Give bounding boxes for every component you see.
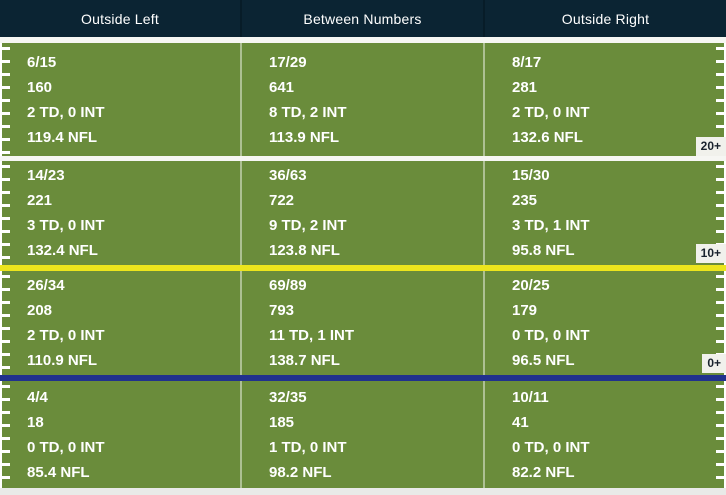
field-zone-0-plus: 26/34 208 2 TD, 0 INT 110.9 NFL 69/89 79… [0, 271, 726, 375]
td-int-stat: 0 TD, 0 INT [27, 438, 105, 456]
td-int-stat: 0 TD, 0 INT [512, 438, 590, 456]
rating-stat: 96.5 NFL [512, 352, 575, 369]
rating-stat: 132.4 NFL [27, 242, 98, 259]
yards-stat: 208 [27, 302, 53, 319]
yardline-badge-0-plus: 0+ [702, 354, 726, 373]
line-of-scrimmage [0, 375, 726, 381]
td-int-stat: 2 TD, 0 INT [27, 327, 105, 344]
zone-cell-between-numbers: 32/35 185 1 TD, 0 INT 98.2 NFL [240, 381, 483, 488]
rating-stat: 119.4 NFL [27, 128, 98, 146]
yards-stat: 235 [512, 192, 538, 209]
comp-att-stat: 17/29 [269, 53, 307, 71]
yards-stat: 179 [512, 302, 538, 319]
column-header-bar: Outside Left Between Numbers Outside Rig… [0, 0, 726, 37]
zone-row: 4/4 18 0 TD, 0 INT 85.4 NFL 32/35 185 1 … [0, 381, 726, 488]
rating-stat: 82.2 NFL [512, 463, 575, 481]
td-int-stat: 2 TD, 0 INT [27, 103, 105, 121]
yards-stat: 41 [512, 413, 529, 431]
td-int-stat: 3 TD, 0 INT [27, 217, 105, 234]
zone-row: 6/15 160 2 TD, 0 INT 119.4 NFL 17/29 641… [0, 43, 726, 156]
zone-cell-outside-left: 4/4 18 0 TD, 0 INT 85.4 NFL [0, 381, 240, 488]
yardline-badge-10-plus: 10+ [695, 244, 726, 263]
zone-cell-outside-left: 26/34 208 2 TD, 0 INT 110.9 NFL [0, 271, 240, 375]
td-int-stat: 8 TD, 2 INT [269, 103, 347, 121]
td-int-stat: 1 TD, 0 INT [269, 438, 347, 456]
rating-stat: 85.4 NFL [27, 463, 90, 481]
field-zone-behind-los: 4/4 18 0 TD, 0 INT 85.4 NFL 32/35 185 1 … [0, 381, 726, 488]
comp-att-stat: 32/35 [269, 388, 307, 406]
td-int-stat: 2 TD, 0 INT [512, 103, 590, 121]
column-header-outside-left: Outside Left [81, 10, 159, 27]
comp-att-stat: 69/89 [269, 277, 307, 294]
rating-stat: 113.9 NFL [269, 128, 340, 146]
comp-att-stat: 8/17 [512, 53, 542, 71]
zone-cell-outside-left: 6/15 160 2 TD, 0 INT 119.4 NFL [0, 43, 240, 156]
header-field-divider [0, 37, 726, 43]
yards-stat: 281 [512, 78, 538, 96]
zone-cell-between-numbers: 17/29 641 8 TD, 2 INT 113.9 NFL [240, 43, 483, 156]
rating-stat: 132.6 NFL [512, 128, 583, 146]
zone-cell-outside-left: 14/23 221 3 TD, 0 INT 132.4 NFL [0, 161, 240, 265]
zone-cell-outside-right: 15/30 235 3 TD, 1 INT 95.8 NFL [483, 161, 726, 265]
td-int-stat: 9 TD, 2 INT [269, 217, 347, 234]
zone-cell-between-numbers: 36/63 722 9 TD, 2 INT 123.8 NFL [240, 161, 483, 265]
zone-cell-outside-right: 10/11 41 0 TD, 0 INT 82.2 NFL [483, 381, 726, 488]
zone-cell-between-numbers: 69/89 793 11 TD, 1 INT 138.7 NFL [240, 271, 483, 375]
td-int-stat: 11 TD, 1 INT [269, 327, 355, 344]
yards-stat: 641 [269, 78, 295, 96]
comp-att-stat: 14/23 [27, 167, 65, 184]
comp-att-stat: 6/15 [27, 53, 57, 71]
comp-att-stat: 4/4 [27, 388, 48, 406]
yards-stat: 722 [269, 192, 295, 209]
field-zone-10-plus: 14/23 221 3 TD, 0 INT 132.4 NFL 36/63 72… [0, 161, 726, 265]
field-zone-20-plus: 6/15 160 2 TD, 0 INT 119.4 NFL 17/29 641… [0, 43, 726, 156]
zone-row: 26/34 208 2 TD, 0 INT 110.9 NFL 69/89 79… [0, 271, 726, 375]
zone-cell-outside-right: 20/25 179 0 TD, 0 INT 96.5 NFL [483, 271, 726, 375]
bottom-strip [0, 488, 726, 495]
rating-stat: 123.8 NFL [269, 242, 340, 259]
column-header-between-numbers: Between Numbers [240, 0, 483, 37]
comp-att-stat: 36/63 [269, 167, 307, 184]
yards-stat: 18 [27, 413, 44, 431]
comp-att-stat: 26/34 [27, 277, 65, 294]
rating-stat: 110.9 NFL [27, 352, 98, 369]
zone-row: 14/23 221 3 TD, 0 INT 132.4 NFL 36/63 72… [0, 161, 726, 265]
zone-cell-outside-right: 8/17 281 2 TD, 0 INT 132.6 NFL [483, 43, 726, 156]
td-int-stat: 3 TD, 1 INT [512, 217, 590, 234]
comp-att-stat: 20/25 [512, 277, 550, 294]
yards-stat: 160 [27, 78, 53, 96]
yards-stat: 221 [27, 192, 53, 209]
column-header-outside-right: Outside Right [483, 0, 726, 37]
zone-divider-white [0, 156, 726, 161]
yards-stat: 185 [269, 413, 295, 431]
rating-stat: 98.2 NFL [269, 463, 332, 481]
yardline-badge-20-plus: 20+ [695, 137, 726, 156]
comp-att-stat: 10/11 [512, 388, 549, 406]
td-int-stat: 0 TD, 0 INT [512, 327, 590, 344]
comp-att-stat: 15/30 [512, 167, 550, 184]
yards-stat: 793 [269, 302, 295, 319]
first-down-line [0, 265, 726, 271]
rating-stat: 138.7 NFL [269, 352, 340, 369]
rating-stat: 95.8 NFL [512, 242, 575, 259]
